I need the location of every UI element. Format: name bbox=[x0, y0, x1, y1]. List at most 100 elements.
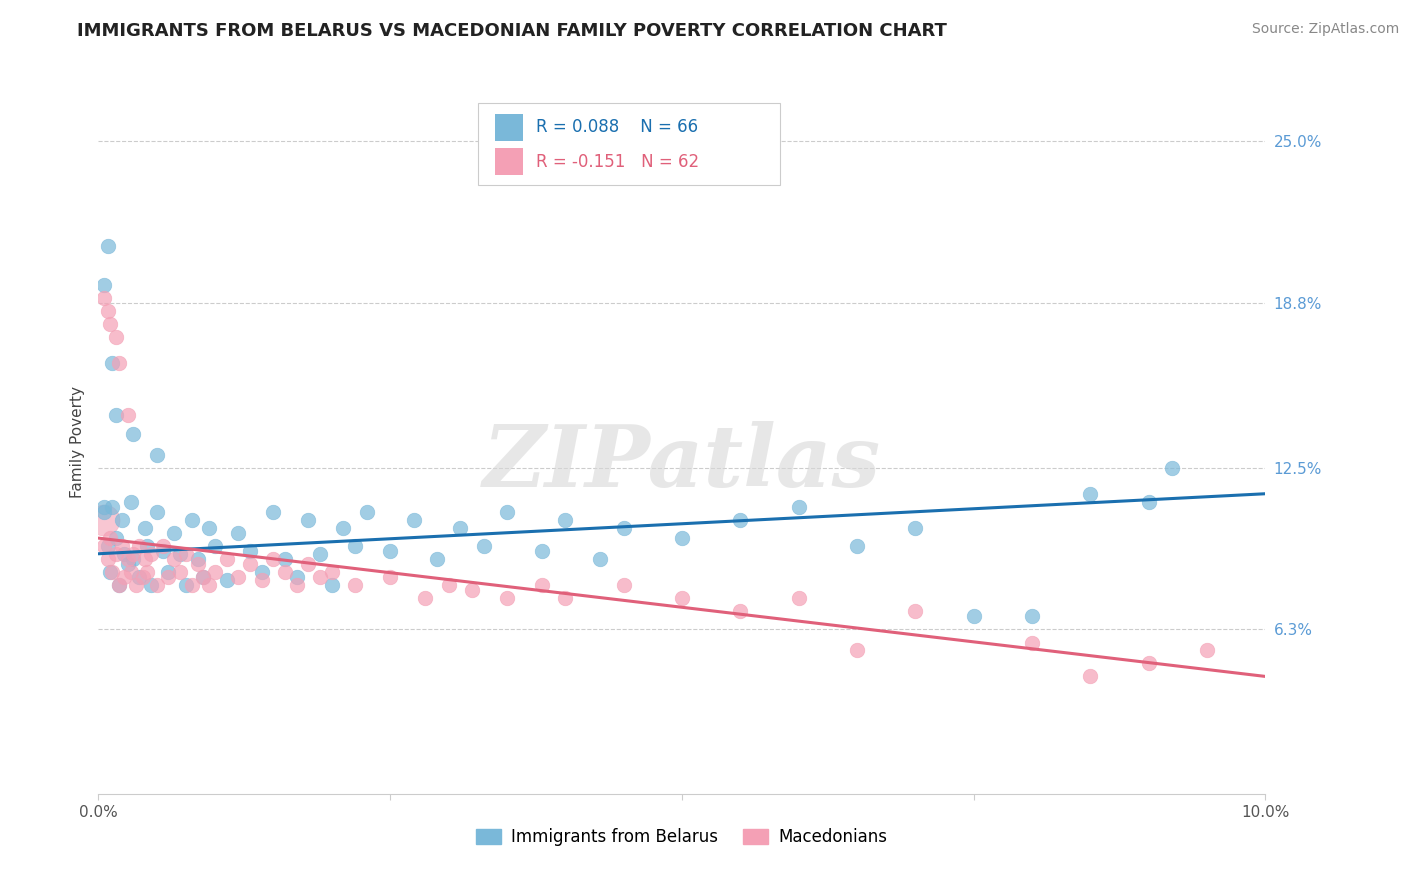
Point bbox=[136, 539, 159, 553]
Point bbox=[117, 558, 139, 572]
Point bbox=[356, 505, 378, 519]
Point bbox=[204, 539, 226, 553]
Point bbox=[93, 505, 115, 519]
Point bbox=[589, 552, 612, 566]
Point bbox=[730, 604, 752, 618]
Point bbox=[344, 578, 367, 592]
Point bbox=[122, 552, 145, 566]
Point bbox=[671, 531, 693, 545]
Point bbox=[97, 304, 120, 318]
Point bbox=[93, 513, 115, 527]
Point bbox=[112, 547, 135, 561]
Point bbox=[321, 565, 343, 579]
Text: ZIPatlas: ZIPatlas bbox=[482, 421, 882, 505]
Point bbox=[239, 544, 262, 558]
Point bbox=[104, 531, 127, 545]
Point bbox=[1161, 460, 1184, 475]
Point bbox=[125, 578, 148, 592]
Point bbox=[134, 552, 156, 566]
Point bbox=[101, 500, 124, 514]
Point bbox=[496, 591, 519, 606]
Point bbox=[169, 547, 191, 561]
Point bbox=[1080, 669, 1102, 683]
Point bbox=[530, 544, 553, 558]
Point bbox=[309, 570, 332, 584]
Point bbox=[122, 426, 145, 441]
Point bbox=[139, 578, 162, 592]
Point bbox=[128, 539, 150, 553]
Point bbox=[309, 547, 332, 561]
Point bbox=[904, 604, 927, 618]
Point bbox=[108, 578, 131, 592]
Point bbox=[97, 552, 120, 566]
Point bbox=[146, 448, 169, 462]
Point bbox=[93, 500, 115, 514]
Point bbox=[846, 539, 869, 553]
Point bbox=[117, 552, 139, 566]
Text: IMMIGRANTS FROM BELARUS VS MACEDONIAN FAMILY POVERTY CORRELATION CHART: IMMIGRANTS FROM BELARUS VS MACEDONIAN FA… bbox=[77, 22, 948, 40]
Point bbox=[108, 578, 131, 592]
Text: R = -0.151   N = 62: R = -0.151 N = 62 bbox=[536, 153, 699, 170]
Point bbox=[97, 239, 120, 253]
Point bbox=[104, 330, 127, 344]
Point bbox=[285, 578, 308, 592]
Point bbox=[1137, 657, 1160, 671]
Point bbox=[530, 578, 553, 592]
Point bbox=[146, 578, 169, 592]
Point bbox=[344, 539, 367, 553]
Point bbox=[174, 578, 197, 592]
Point bbox=[554, 591, 576, 606]
Point bbox=[198, 521, 221, 535]
Point bbox=[274, 552, 297, 566]
Point bbox=[297, 513, 319, 527]
Point bbox=[239, 558, 262, 572]
Point bbox=[157, 570, 180, 584]
Point bbox=[613, 521, 636, 535]
Point bbox=[449, 521, 471, 535]
Point bbox=[174, 547, 197, 561]
Point bbox=[1080, 487, 1102, 501]
Point bbox=[1021, 635, 1043, 649]
Point bbox=[93, 291, 115, 305]
Point bbox=[380, 544, 402, 558]
Point bbox=[180, 578, 202, 592]
Point bbox=[98, 317, 121, 331]
Point bbox=[215, 573, 238, 587]
Point bbox=[274, 565, 297, 579]
Point bbox=[169, 565, 191, 579]
Point bbox=[132, 570, 155, 584]
Point bbox=[787, 591, 810, 606]
Point bbox=[198, 578, 221, 592]
Point bbox=[1197, 643, 1219, 657]
Y-axis label: Family Poverty: Family Poverty bbox=[69, 385, 84, 498]
Point bbox=[117, 409, 139, 423]
Point bbox=[163, 525, 186, 540]
Point bbox=[962, 609, 984, 624]
Point bbox=[263, 552, 285, 566]
Point bbox=[152, 544, 174, 558]
Point bbox=[787, 500, 810, 514]
Point bbox=[93, 539, 115, 553]
Point bbox=[671, 591, 693, 606]
Point bbox=[204, 565, 226, 579]
Point bbox=[136, 565, 159, 579]
Point bbox=[321, 578, 343, 592]
Point bbox=[152, 539, 174, 553]
Point bbox=[1137, 494, 1160, 508]
Point bbox=[98, 565, 121, 579]
Point bbox=[104, 547, 127, 561]
Point bbox=[120, 494, 142, 508]
Point bbox=[111, 539, 134, 553]
Point bbox=[108, 356, 131, 370]
Point bbox=[134, 521, 156, 535]
Point bbox=[437, 578, 460, 592]
Point bbox=[97, 539, 120, 553]
Point bbox=[846, 643, 869, 657]
Point bbox=[98, 531, 121, 545]
Point bbox=[228, 525, 250, 540]
Point bbox=[112, 570, 135, 584]
Point bbox=[215, 552, 238, 566]
Point bbox=[128, 570, 150, 584]
Point bbox=[193, 570, 215, 584]
Point bbox=[380, 570, 402, 584]
